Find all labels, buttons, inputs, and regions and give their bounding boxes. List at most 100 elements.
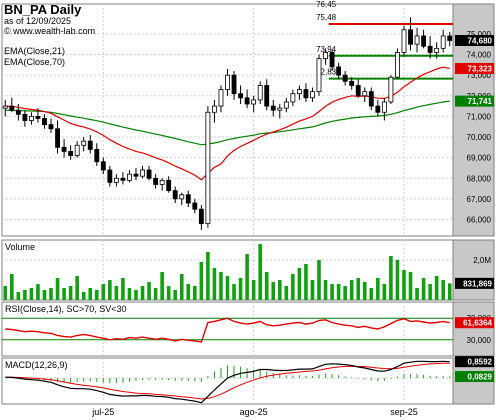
volume-bar	[343, 286, 347, 300]
candle-down	[35, 115, 41, 119]
volume-bar	[317, 260, 321, 300]
volume-bar	[3, 286, 8, 300]
rsi-pane-axis-bg	[452, 301, 495, 357]
volume-bar	[75, 276, 79, 300]
price-y-tick: 67,000	[467, 195, 492, 204]
volume-bar	[441, 280, 445, 300]
x-axis-label: sep-25	[390, 407, 418, 417]
price-y-tick: 74,000	[467, 51, 492, 60]
volume-bar	[271, 282, 276, 300]
price-y-tick: 68,000	[467, 174, 492, 183]
macd-last-tag-label: 0,8592	[468, 358, 493, 367]
candle-down	[68, 151, 74, 156]
rsi-last-tag	[455, 317, 494, 329]
candle-up	[28, 115, 34, 121]
level-label: 72,83	[316, 68, 337, 77]
volume-bar	[434, 276, 439, 300]
candle-down	[100, 161, 106, 171]
volume-bar	[304, 264, 308, 300]
price-y-tick: 69,000	[467, 154, 492, 163]
candle-down	[270, 105, 276, 111]
candle-up	[316, 58, 322, 93]
candle-down	[15, 109, 21, 115]
volume-bar	[277, 280, 282, 300]
volume-bar	[10, 274, 14, 300]
candle-up	[257, 85, 263, 101]
level-label: 73,94	[316, 45, 337, 54]
macd-signal-line	[5, 362, 450, 400]
price-y-tick: 71,000	[467, 112, 492, 121]
candle-down	[342, 74, 348, 82]
candle-down	[238, 93, 243, 99]
ema21-legend: EMA(Close,21)	[4, 46, 66, 56]
candle-up	[395, 52, 400, 78]
candle-down	[408, 29, 413, 45]
ema70-legend: EMA(Close,70)	[4, 57, 66, 67]
candle-down	[133, 173, 139, 177]
macd-hist-last-tag-label: 0,0829	[468, 373, 493, 382]
price-y-tick: 73,000	[467, 71, 492, 80]
candle-up	[225, 74, 230, 90]
candle-down	[264, 85, 270, 107]
volume-bar	[23, 290, 27, 300]
volume-bar	[153, 288, 158, 300]
candle-up	[323, 52, 328, 60]
candle-down	[447, 35, 453, 41]
candle-up	[440, 35, 446, 49]
candle-down	[427, 45, 433, 53]
candle-down	[166, 179, 172, 192]
volume-bar	[382, 284, 387, 300]
price-y-tick: 70,000	[467, 133, 492, 142]
volume-bar	[114, 286, 119, 300]
candle-down	[329, 52, 335, 68]
last-price-tag-label: 74,680	[468, 37, 493, 46]
volume-last-tag	[455, 277, 494, 289]
volume-bar	[291, 274, 295, 300]
candle-down	[355, 85, 361, 97]
rsi-last-tag-label: 61,6364	[463, 319, 492, 328]
volume-bar	[134, 290, 138, 300]
x-axis-label: ago-25	[240, 407, 268, 417]
volume-bar	[284, 286, 289, 300]
volume-bar	[402, 270, 406, 300]
candle-down	[107, 169, 113, 183]
candle-down	[349, 80, 355, 86]
ema21-line	[5, 66, 450, 181]
volume-bar	[349, 280, 354, 300]
rsi-title: RSI(Close,14), SC>70, SV<30	[5, 304, 127, 314]
rsi-line	[5, 317, 450, 343]
candle-down	[192, 202, 198, 210]
volume-bar	[389, 256, 393, 300]
candle-up	[381, 101, 387, 113]
candle-up	[127, 173, 132, 181]
macd-last-tag	[455, 356, 494, 368]
volume-title: Volume	[5, 242, 35, 252]
macd-title: MACD(12,26,9)	[5, 360, 68, 370]
volume-bar	[88, 288, 93, 300]
volume-bar	[55, 278, 60, 300]
volume-bar	[193, 286, 197, 300]
volume-bar	[447, 283, 452, 300]
ema21-last-tag	[455, 62, 494, 74]
volume-bar	[166, 286, 171, 300]
candle-up	[140, 169, 145, 177]
candle-up	[81, 140, 87, 146]
candle-up	[290, 93, 296, 103]
price-y-tick: 66,000	[467, 216, 492, 225]
volume-bar	[245, 254, 249, 300]
volume-bar	[49, 288, 53, 300]
candle-down	[94, 148, 100, 163]
volume-bar	[251, 280, 256, 300]
candle-down	[244, 97, 250, 105]
volume-bar	[186, 284, 191, 300]
candle-up	[401, 29, 407, 53]
as-of-date: as of 12/09/2025	[4, 16, 72, 26]
candle-down	[172, 190, 178, 200]
candle-up	[277, 107, 283, 111]
volume-y-tick: 2,0M	[473, 256, 491, 265]
candle-down	[42, 118, 47, 126]
candle-down	[336, 66, 342, 76]
volume-bar	[428, 284, 432, 300]
